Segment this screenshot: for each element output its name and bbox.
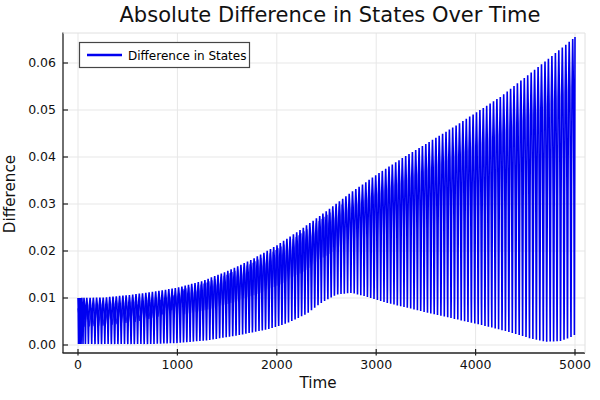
chart-title: Absolute Difference in States Over Time (120, 3, 541, 27)
x-axis-label: Time (298, 374, 336, 392)
y-tick-labels: 0.00 0.01 0.02 0.03 0.04 0.05 0.06 (28, 55, 56, 352)
y-tick-label: 0.03 (28, 196, 56, 211)
x-tick-label: 4000 (460, 357, 492, 372)
y-tick-label: 0.00 (28, 337, 56, 352)
x-tick-label: 2000 (261, 357, 293, 372)
legend-label: Difference in States (128, 49, 246, 63)
x-tick-label: 3000 (360, 357, 392, 372)
line-chart: 010002000300040005000 0.000.010.020.030.… (0, 0, 600, 400)
y-tick-label: 0.04 (28, 149, 56, 164)
legend: Difference in States (80, 43, 250, 68)
y-tick-label: 0.02 (28, 243, 56, 258)
y-tick-label: 0.01 (28, 290, 56, 305)
x-tick-label: 5000 (559, 357, 591, 372)
x-tick-labels: 0 1000 2000 3000 4000 5000 (74, 357, 591, 372)
x-tick-label: 1000 (161, 357, 193, 372)
x-tick-label: 0 (74, 357, 82, 372)
y-axis-label: Difference (1, 155, 19, 233)
figure: 010002000300040005000 0.000.010.020.030.… (0, 0, 600, 400)
y-tick-label: 0.05 (28, 102, 56, 117)
y-tick-label: 0.06 (28, 55, 56, 70)
